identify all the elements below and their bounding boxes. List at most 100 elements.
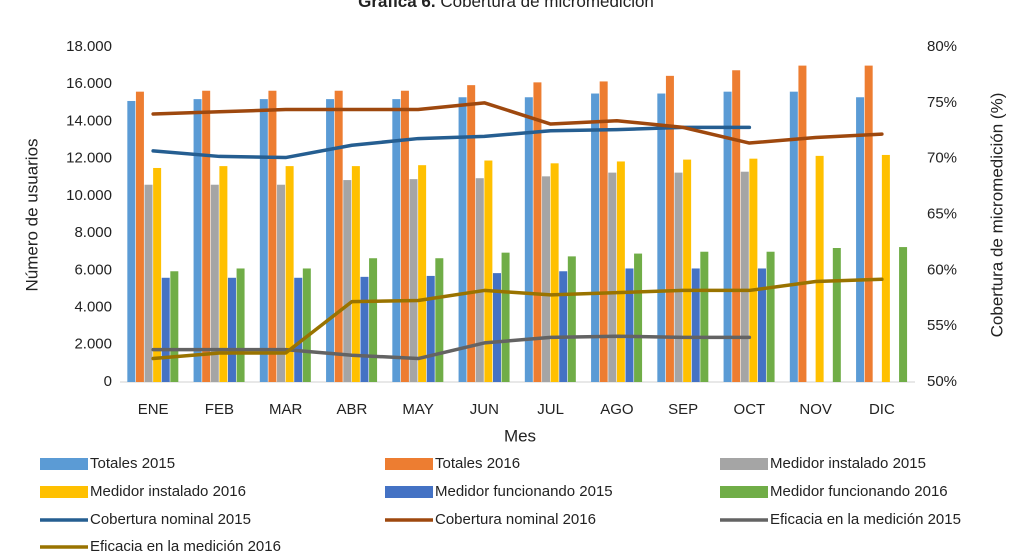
- bar: [832, 248, 841, 382]
- y2-tick-label: 75%: [927, 94, 957, 111]
- bar: [550, 163, 559, 382]
- legend-swatch: [720, 486, 768, 498]
- bar: [815, 155, 824, 382]
- y-tick-label: 10.000: [66, 187, 112, 204]
- bar: [723, 91, 732, 383]
- title-text: Cobertura de micromedición: [440, 0, 654, 11]
- bar: [798, 65, 807, 382]
- x-tick-label: NOV: [799, 401, 832, 418]
- bar: [599, 81, 608, 383]
- x-tick-label: JUN: [470, 401, 499, 418]
- x-tick-label: AGO: [600, 401, 633, 418]
- bar: [400, 90, 409, 382]
- bar: [161, 277, 170, 382]
- bar: [210, 184, 219, 382]
- bar: [616, 161, 625, 382]
- bar: [591, 93, 600, 383]
- bar: [227, 277, 236, 382]
- legend-label: Medidor instalado 2016: [90, 483, 246, 500]
- bar: [665, 75, 674, 382]
- y2-tick-label: 65%: [927, 205, 957, 222]
- bar: [285, 166, 294, 382]
- x-tick-label: FEB: [205, 401, 234, 418]
- bar: [475, 178, 484, 382]
- x-tick-label: ABR: [336, 401, 367, 418]
- bar: [369, 258, 378, 382]
- y-tick-label: 2.000: [74, 336, 112, 353]
- bar: [219, 166, 228, 382]
- x-axis-title: Mes: [504, 426, 536, 445]
- bar: [757, 268, 766, 382]
- y2-tick-label: 55%: [927, 317, 957, 334]
- legend-label: Eficacia en la medición 2016: [90, 538, 281, 555]
- legend-label: Cobertura nominal 2016: [435, 511, 596, 528]
- y2-axis-title: Cobertura de micromedición (%): [987, 93, 1006, 338]
- legend-label: Medidor funcionando 2015: [435, 483, 613, 500]
- x-tick-label: DIC: [869, 401, 895, 418]
- x-tick-label: JUL: [537, 401, 564, 418]
- bar: [360, 276, 369, 382]
- bar: [899, 247, 908, 382]
- bar: [202, 90, 211, 382]
- bar: [277, 184, 286, 382]
- bar: [749, 158, 758, 382]
- x-tick-label: OCT: [734, 401, 766, 418]
- legend-label: Totales 2015: [90, 455, 175, 472]
- y-tick-label: 8.000: [74, 224, 112, 241]
- bar: [193, 99, 202, 382]
- bar: [492, 273, 501, 382]
- bar: [567, 256, 576, 382]
- y-tick-label: 6.000: [74, 261, 112, 278]
- line-series: [151, 277, 884, 361]
- bar: [634, 253, 643, 382]
- legend-label: Medidor instalado 2015: [770, 455, 926, 472]
- bar: [467, 85, 476, 383]
- line-series: [151, 101, 884, 145]
- bar: [881, 154, 890, 382]
- y2-tick-label: 80%: [927, 38, 957, 55]
- bar: [625, 268, 634, 382]
- bar: [334, 90, 343, 382]
- bar: [700, 251, 709, 382]
- legend-label: Eficacia en la medición 2015: [770, 511, 961, 528]
- bar: [259, 99, 268, 382]
- y2-tick-label: 70%: [927, 150, 957, 167]
- bar: [533, 82, 542, 382]
- bar: [524, 97, 533, 382]
- bar: [542, 176, 551, 382]
- y-tick-label: 18.000: [66, 38, 112, 55]
- bar: [608, 172, 617, 382]
- bar: [674, 172, 683, 382]
- y-tick-label: 12.000: [66, 150, 112, 167]
- y-tick-label: 14.000: [66, 112, 112, 129]
- bar: [351, 166, 360, 382]
- bar: [435, 258, 444, 382]
- legend-swatch: [385, 458, 433, 470]
- y2-tick-label: 50%: [927, 373, 957, 390]
- bar: [127, 100, 136, 382]
- y-tick-label: 16.000: [66, 75, 112, 92]
- legend-swatch: [720, 458, 768, 470]
- x-tick-label: MAR: [269, 401, 303, 418]
- bar: [458, 97, 467, 382]
- bar: [392, 99, 401, 382]
- bar: [732, 70, 741, 382]
- legend-swatch: [40, 458, 88, 470]
- line-series: [151, 125, 752, 160]
- bar: [426, 275, 435, 382]
- title-label: Gráfica 6.: [358, 0, 436, 11]
- bar: [484, 160, 493, 382]
- bar: [135, 91, 144, 383]
- bar: [657, 93, 666, 383]
- legend-swatch: [385, 486, 433, 498]
- chart-title: Gráfica 6. Cobertura de micromedición: [358, 0, 654, 11]
- x-tick-label: SEP: [668, 401, 698, 418]
- bar: [236, 268, 245, 382]
- bar: [789, 91, 798, 383]
- bar: [691, 268, 700, 382]
- bar: [409, 179, 418, 382]
- bar: [559, 271, 568, 382]
- y-tick-label: 0: [104, 373, 112, 390]
- legend-label: Totales 2016: [435, 455, 520, 472]
